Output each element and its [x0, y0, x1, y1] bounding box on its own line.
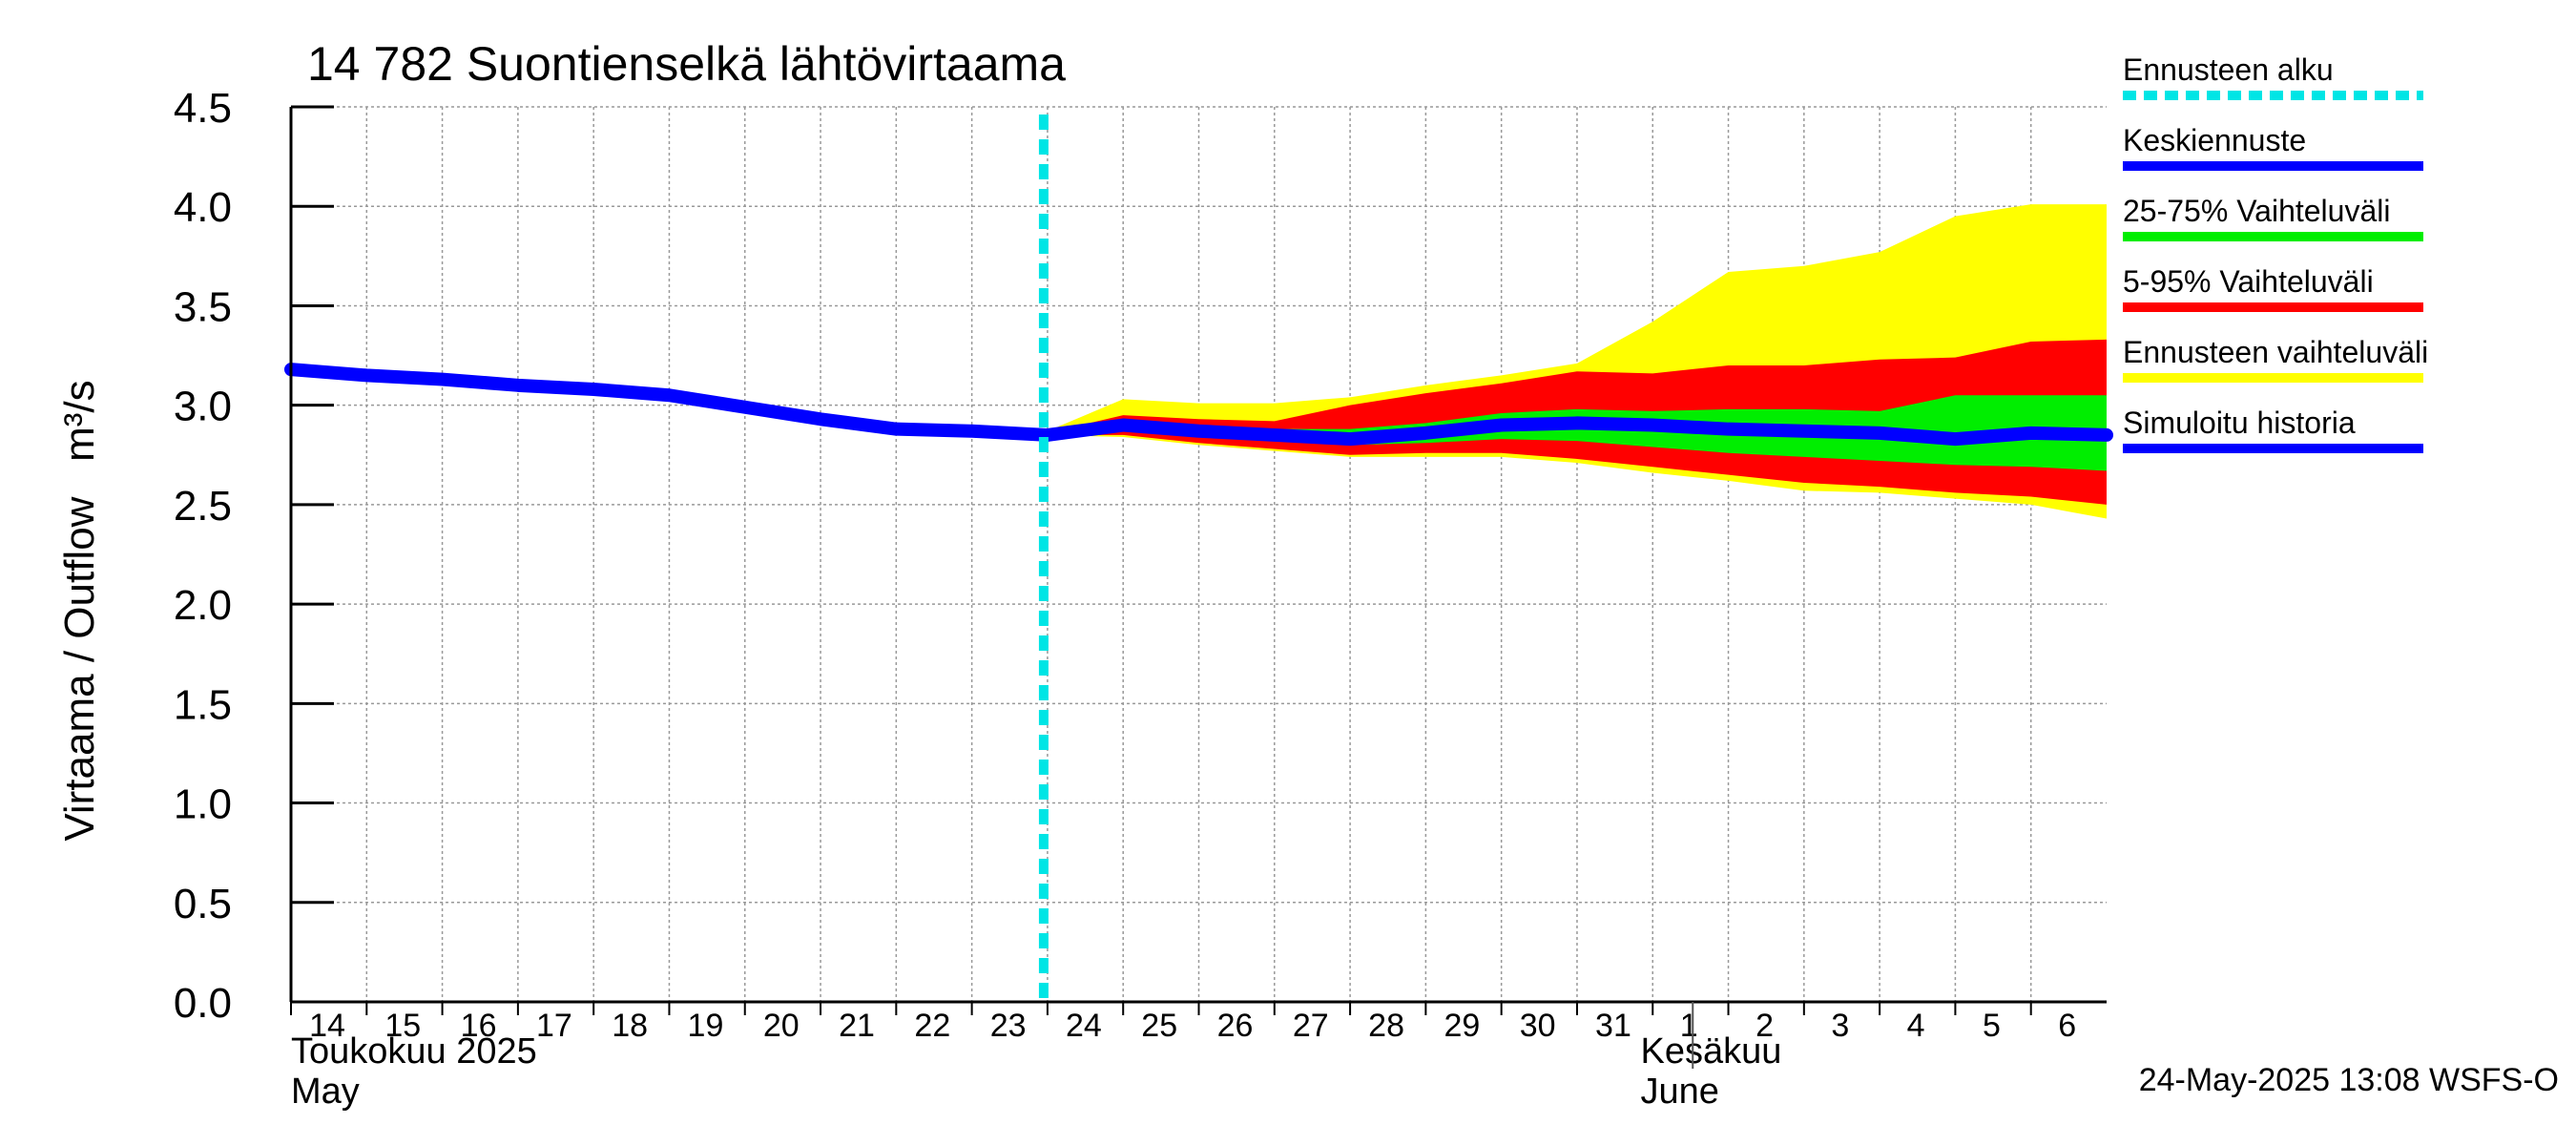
x-tick-label: 24: [1066, 1008, 1102, 1044]
x-tick-label: 15: [384, 1008, 421, 1044]
x-tick-label: 3: [1831, 1008, 1849, 1044]
x-tick-label: 6: [2058, 1008, 2076, 1044]
y-tick-label: 2.0: [174, 582, 232, 629]
x-tick-label: 31: [1595, 1008, 1631, 1044]
x-tick-label: 30: [1520, 1008, 1556, 1044]
y-tick-label: 3.5: [174, 283, 232, 330]
month-label: Toukokuu 2025: [291, 1031, 537, 1072]
legend-label: Simuloitu historia: [2123, 406, 2356, 440]
y-tick-label: 0.5: [174, 881, 232, 927]
band-25-75: [1047, 395, 2107, 471]
y-tick-label: 3.0: [174, 384, 232, 430]
x-tick-label: 23: [990, 1008, 1027, 1044]
x-tick-label: 27: [1293, 1008, 1329, 1044]
y-tick-label: 4.0: [174, 184, 232, 231]
x-tick-label: 5: [1983, 1008, 2001, 1044]
month-label: Kesäkuu: [1641, 1031, 1782, 1072]
y-tick-label: 1.0: [174, 781, 232, 828]
x-tick-label: 17: [536, 1008, 572, 1044]
x-tick-label: 22: [914, 1008, 950, 1044]
legend-label: 25-75% Vaihteluväli: [2123, 194, 2390, 228]
legend-label: Keskiennuste: [2123, 123, 2306, 157]
x-tick-label: 2: [1755, 1008, 1774, 1044]
legend: Ennusteen alku Keskiennuste 25-75% Vaihtel…: [2123, 52, 2428, 453]
x-tick-label: 26: [1217, 1008, 1254, 1044]
y-axis-label: Virtaama / Outflow m³/s: [56, 380, 103, 841]
legend-label: Ennusteen alku: [2123, 52, 2334, 87]
plot-area: 0.0 0.5 1.0 1.5 2.0 2.5 3.0 3.5 4.0 4.5 14 15 16 17 18…: [174, 85, 2113, 1112]
x-tick-label: 29: [1444, 1008, 1480, 1044]
month-label-en: May: [291, 1072, 360, 1112]
x-tick-label: 4: [1907, 1008, 1925, 1044]
y-tick-label: 0.0: [174, 980, 232, 1027]
chart-title: 14 782 Suontienselkä lähtövirtaama: [307, 37, 1066, 91]
y-tick-label: 1.5: [174, 681, 232, 728]
y-tick-label: 2.5: [174, 483, 232, 530]
series-median-forecast: [1040, 416, 2113, 447]
x-tick-label: 25: [1141, 1008, 1177, 1044]
x-tick-label: 21: [839, 1008, 875, 1044]
y-tick-label: 4.5: [174, 85, 232, 132]
x-tick-label: 19: [688, 1008, 724, 1044]
timestamp: 24-May-2025 13:08 WSFS-O: [2139, 1062, 2559, 1098]
legend-label: 5-95% Vaihteluväli: [2123, 264, 2374, 299]
legend-label: Ennusteen vaihteluväli: [2123, 335, 2428, 369]
x-tick-label: 16: [461, 1008, 497, 1044]
x-tick-label: 18: [612, 1008, 648, 1044]
x-tick-label: 14: [309, 1008, 345, 1044]
month-label-en: June: [1641, 1072, 1719, 1112]
series-simulated-history: [284, 363, 1054, 442]
x-tick-label: 20: [763, 1008, 800, 1044]
x-tick-label: 28: [1368, 1008, 1404, 1044]
